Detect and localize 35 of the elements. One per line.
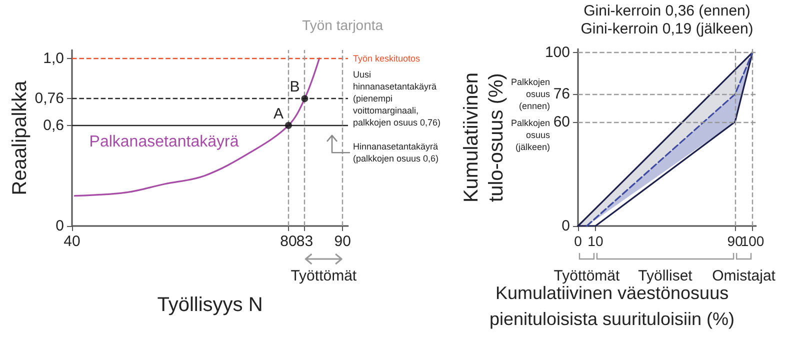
text: Palkkojen osuus (jälkeen) [510, 118, 550, 152]
annotation: B [290, 78, 300, 96]
x-axis-title: Kumulatiivinen väestönosuus pienituloisista suurituloisiin (%) [489, 283, 735, 329]
annotation: A [273, 105, 284, 122]
x-axis-title: Työllisyys N [157, 294, 263, 316]
text: Työttömät [290, 268, 358, 284]
y-tick-label: 1,0 [43, 50, 64, 67]
text: Omistajat [712, 268, 776, 284]
x-tick-label: 80 [280, 233, 297, 250]
y-tick-label: 100 [544, 44, 570, 61]
text: Gini-kerroin 0,19 (jälkeen) [580, 20, 754, 38]
x-tick-label: 10 [588, 233, 604, 249]
series-label: Palkanasetantakäyrä [89, 134, 239, 151]
ref-line-label: Uusi hinnanasetantakäyrä (pienempi voittomarginaali, palkkojen osuus 0,76) [353, 70, 441, 128]
ref-line-label: Työn keskituotos [353, 53, 421, 64]
y-axis-title: Kumulatiivinen tulo-osuus (%) [460, 72, 508, 203]
text: Työttömät [554, 268, 620, 284]
y-axis-title: Reaalipalkka [9, 80, 31, 196]
ref-line-label: Työn tarjonta [302, 17, 384, 33]
x-tick-label: 100 [740, 233, 764, 249]
x-tick-label: 0 [574, 233, 582, 249]
text: Työlliset [638, 268, 694, 284]
y-tick-label: 60 [553, 113, 570, 130]
text: Gini-kerroin 0,36 (ennen) [584, 2, 750, 20]
y-tick-label: 76 [553, 86, 570, 103]
x-tick-label: 90 [334, 233, 351, 250]
ref-line-label: Hinnanasetantakäyrä (palkkojen osuus 0,6) [353, 142, 439, 164]
x-tick-label: 83 [296, 233, 314, 250]
x-tick-label: 40 [64, 233, 80, 250]
y-tick-label: 0 [56, 218, 64, 234]
text: Palkkojen osuus (ennen) [510, 77, 550, 112]
y-tick-label: 0 [562, 218, 570, 234]
y-tick-label: 0,6 [43, 116, 64, 134]
x-tick-label: 90 [727, 233, 744, 249]
y-tick-label: 0,76 [34, 90, 64, 108]
